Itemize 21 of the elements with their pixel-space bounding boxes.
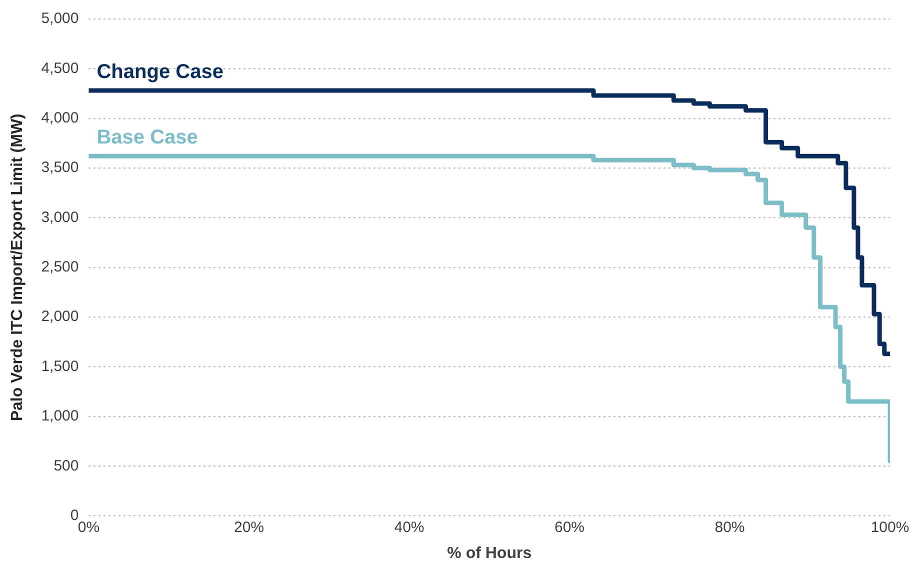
x-axis-title: % of Hours [447, 544, 532, 562]
series-label: Change Case [96, 61, 224, 84]
x-tick-label: 40% [394, 518, 424, 536]
x-tick-label: 20% [234, 518, 264, 536]
x-tick-label: 0% [78, 518, 100, 536]
y-tick-label: 3,500 [41, 159, 79, 176]
y-tick-label: 2,500 [41, 258, 79, 276]
y-tick-label: 1,500 [41, 358, 79, 375]
x-tick-label: 80% [714, 518, 745, 536]
x-tick-label: 60% [554, 518, 585, 536]
y-tick-label: 0 [70, 506, 79, 524]
y-tick-label: 2,000 [41, 308, 79, 326]
y-tick-label: 3,000 [41, 208, 79, 226]
y-tick-label: 5,000 [41, 10, 79, 28]
y-tick-label: 4,500 [41, 60, 79, 77]
y-axis-title: Palo Verde ITC Import/Export Limit (MW) [9, 114, 26, 422]
y-tick-label: 500 [54, 457, 79, 474]
x-tick-label: 100% [870, 518, 910, 536]
y-tick-label: 4,000 [41, 110, 79, 126]
series-label: Base Case [96, 126, 198, 149]
y-tick-label: 1,000 [41, 408, 79, 425]
